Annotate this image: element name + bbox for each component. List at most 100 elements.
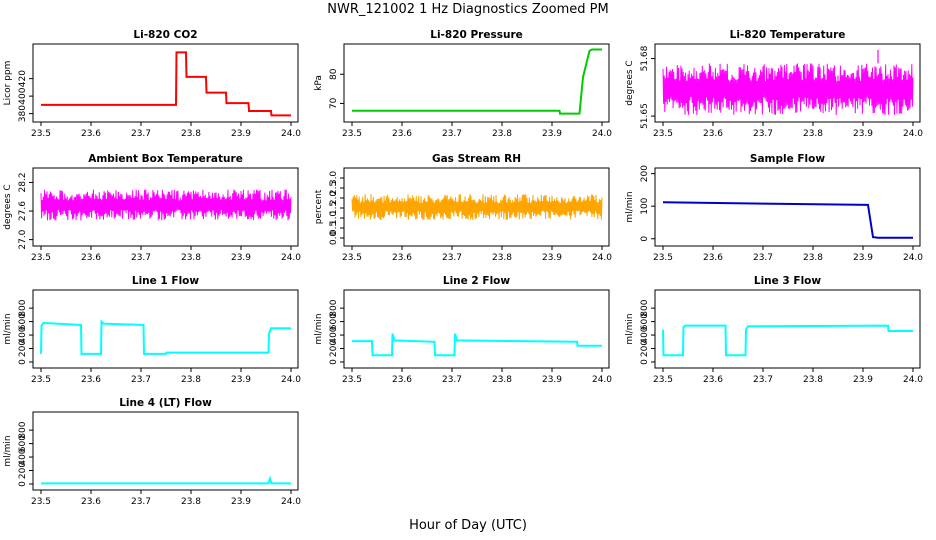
panel-3-ytick-label-2: 28.2 bbox=[18, 172, 28, 192]
panel-5-xtick-label-4: 23.9 bbox=[853, 253, 873, 263]
panel-4-ytick-label-0: 0.0 bbox=[329, 231, 339, 246]
panel-3-xtick-label-2: 23.7 bbox=[131, 253, 151, 263]
panel-6-xtick-label-0: 23.5 bbox=[31, 375, 51, 385]
panel-9-xtick-label-3: 23.8 bbox=[181, 497, 201, 507]
panel-0-xtick-label-2: 23.7 bbox=[131, 129, 151, 139]
panel-1-xtick-label-0: 23.5 bbox=[342, 129, 362, 139]
panel-7-xtick-label-5: 24.0 bbox=[592, 375, 612, 385]
panel-1-ytick-label-1: 80 bbox=[329, 68, 339, 80]
panel-9-ytick-label-4: 800 bbox=[18, 421, 28, 438]
panel-3-frame bbox=[32, 167, 299, 247]
panel-5-title: Sample Flow bbox=[750, 153, 825, 165]
panel-7-series-0 bbox=[352, 333, 602, 357]
panel-4-frame bbox=[343, 167, 610, 247]
panel-7-ytick-label-3: 600 bbox=[329, 313, 339, 330]
panel-2-xtick-label-4: 23.9 bbox=[853, 129, 873, 139]
panel-8-ytick-label-3: 600 bbox=[640, 313, 650, 330]
panel-1-xtick-label-1: 23.6 bbox=[392, 129, 412, 139]
panel-4-ytick-label-5: 2.5 bbox=[329, 181, 339, 195]
panel-3-ytick-label-1: 27.6 bbox=[18, 201, 28, 221]
panel-5-xtick-label-5: 24.0 bbox=[903, 253, 923, 263]
panel-6-title: Line 1 Flow bbox=[132, 275, 199, 287]
panel-8-xtick-label-2: 23.7 bbox=[753, 375, 773, 385]
panel-4-ytick-label-4: 2.0 bbox=[329, 191, 339, 206]
panel-1-xtick-label-4: 23.9 bbox=[542, 129, 562, 139]
panel-8-title: Line 3 Flow bbox=[754, 275, 821, 287]
panel-5-xtick-label-1: 23.6 bbox=[703, 253, 723, 263]
panel-4-title: Gas Stream RH bbox=[432, 153, 521, 165]
panel-5-ytick-label-1: 100 bbox=[640, 197, 650, 214]
panel-2-xtick-label-0: 23.5 bbox=[653, 129, 673, 139]
panel-2-xtick-label-1: 23.6 bbox=[703, 129, 723, 139]
panel-9-xtick-label-2: 23.7 bbox=[131, 497, 151, 507]
panel-4-xtick-label-1: 23.6 bbox=[392, 253, 412, 263]
panel-2-ytick-label-0: 51.65 bbox=[640, 103, 650, 129]
panel-4-series-band bbox=[351, 193, 603, 221]
panel-6-frame bbox=[32, 289, 299, 369]
panel-3-ylabel: degrees C bbox=[3, 184, 13, 229]
panel-6-ytick-label-2: 400 bbox=[18, 326, 28, 343]
panel-5-ylabel: ml/min bbox=[625, 191, 635, 222]
panel-5-frame bbox=[654, 167, 921, 247]
panel-3-xtick-label-3: 23.8 bbox=[181, 253, 201, 263]
panel-8-series-0 bbox=[662, 324, 913, 357]
panel-3-series-band bbox=[40, 189, 292, 221]
panel-8-ylabel: ml/min bbox=[625, 313, 635, 344]
panel-0-xtick-label-5: 24.0 bbox=[281, 129, 301, 139]
panel-4-ytick-label-3: 1.5 bbox=[329, 201, 339, 215]
panel-8-xtick-label-5: 24.0 bbox=[903, 375, 923, 385]
panel-3-xtick-label-1: 23.6 bbox=[81, 253, 101, 263]
panel-6-series-0 bbox=[40, 319, 291, 355]
panel-8-ytick-label-1: 200 bbox=[640, 340, 650, 357]
panel-9-ytick-label-0: 0 bbox=[18, 481, 28, 487]
panel-6-xtick-label-3: 23.8 bbox=[181, 375, 201, 385]
panel-5-xtick-label-3: 23.8 bbox=[803, 253, 823, 263]
panel-5-series-0 bbox=[662, 201, 913, 239]
panel-9-ylabel: ml/min bbox=[3, 435, 13, 466]
panel-9-ytick-label-2: 400 bbox=[18, 448, 28, 465]
panel-3-xtick-label-0: 23.5 bbox=[31, 253, 51, 263]
panel-8-frame bbox=[654, 289, 921, 369]
panel-6-ylabel: ml/min bbox=[3, 313, 13, 344]
panel-9-series-0 bbox=[41, 475, 291, 485]
panel-9-ytick-label-3: 600 bbox=[18, 435, 28, 452]
panel-5-xtick-label-0: 23.5 bbox=[653, 253, 673, 263]
panel-4-ytick-label-1: 0.5 bbox=[329, 221, 339, 235]
panel-2-xtick-label-5: 24.0 bbox=[903, 129, 923, 139]
panel-2-title: Li-820 Temperature bbox=[730, 29, 846, 41]
panel-8-xtick-label-1: 23.6 bbox=[703, 375, 723, 385]
panel-2-series-band bbox=[662, 63, 914, 116]
panel-6-xtick-label-2: 23.7 bbox=[131, 375, 151, 385]
panel-8-ytick-label-2: 400 bbox=[640, 326, 650, 343]
panel-9-xtick-label-1: 23.6 bbox=[81, 497, 101, 507]
panel-9-ytick-label-1: 200 bbox=[18, 462, 28, 479]
panel-4-xtick-label-5: 24.0 bbox=[592, 253, 612, 263]
panel-7-ytick-label-2: 400 bbox=[329, 326, 339, 343]
panel-7-ytick-label-4: 800 bbox=[329, 299, 339, 316]
panel-6-xtick-label-1: 23.6 bbox=[81, 375, 101, 385]
panel-8-xtick-label-0: 23.5 bbox=[653, 375, 673, 385]
panel-6-ytick-label-1: 200 bbox=[18, 340, 28, 357]
panel-3-ytick-label-0: 27.0 bbox=[18, 229, 28, 249]
panel-0-xtick-label-0: 23.5 bbox=[31, 129, 51, 139]
panel-1-title: Li-820 Pressure bbox=[430, 29, 523, 41]
panel-6-ytick-label-0: 0 bbox=[18, 359, 28, 365]
panel-7-xtick-label-4: 23.9 bbox=[542, 375, 562, 385]
panel-7-xtick-label-0: 23.5 bbox=[342, 375, 362, 385]
panel-9-xtick-label-4: 23.9 bbox=[231, 497, 251, 507]
panel-3-xtick-label-5: 24.0 bbox=[281, 253, 301, 263]
panel-1-xtick-label-3: 23.8 bbox=[492, 129, 512, 139]
panel-7-xtick-label-2: 23.7 bbox=[442, 375, 462, 385]
panel-0-xtick-label-4: 23.9 bbox=[231, 129, 251, 139]
panel-7-ytick-label-1: 200 bbox=[329, 340, 339, 357]
panel-3-title: Ambient Box Temperature bbox=[88, 153, 243, 165]
panel-0-ytick-label-0: 380 bbox=[18, 105, 28, 122]
panel-2-xtick-label-3: 23.8 bbox=[803, 129, 823, 139]
panel-8-xtick-label-3: 23.8 bbox=[803, 375, 823, 385]
panel-9-title: Line 4 (LT) Flow bbox=[119, 397, 212, 409]
panel-2-ytick-label-1: 51.68 bbox=[640, 45, 650, 71]
panel-4-ylabel: percent bbox=[314, 189, 324, 224]
panel-0-frame bbox=[32, 43, 299, 123]
panel-7-xtick-label-3: 23.8 bbox=[492, 375, 512, 385]
